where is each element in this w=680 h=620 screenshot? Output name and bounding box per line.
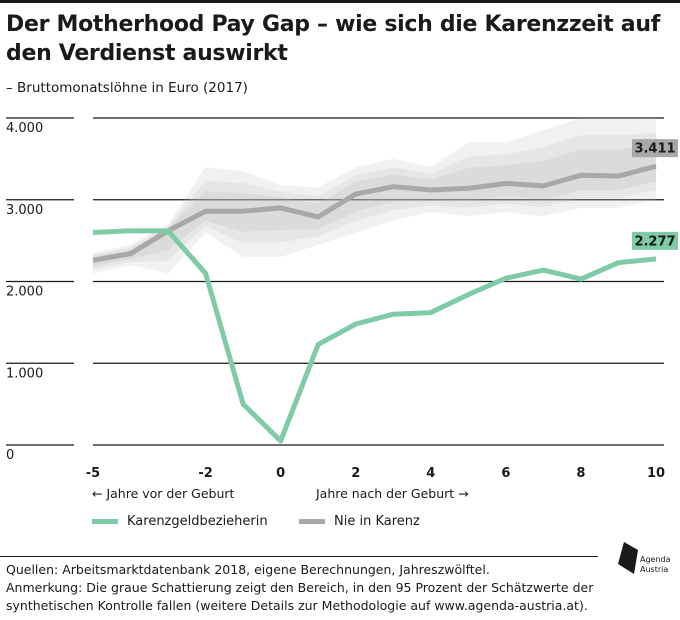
legend-label: Karenzgeldbezieherin <box>127 514 268 529</box>
x-tick-label: -2 <box>198 466 212 481</box>
line-karenzgeld <box>92 228 657 444</box>
legend-swatch-grey <box>299 519 325 524</box>
chart-title: Der Motherhood Pay Gap – wie sich die Ka… <box>6 12 660 66</box>
end-label-value: 2.277 <box>634 234 675 249</box>
legend-label: Nie in Karenz <box>334 514 420 529</box>
y-tick-label: 4.000 <box>6 121 43 136</box>
end-label-box <box>632 139 678 158</box>
y-tick-label: 3.000 <box>6 203 43 218</box>
x-tick-label: 8 <box>576 466 585 481</box>
top-rule <box>0 0 680 3</box>
legend-item-karenzgeld: Karenzgeldbezieherin <box>92 514 268 529</box>
confidence-band <box>93 144 656 267</box>
y-tick-label: 2.000 <box>6 285 43 300</box>
x-tick-label: 6 <box>501 466 510 481</box>
agenda-austria-logo: Agenda Austria <box>618 542 671 574</box>
x-tick-label: 2 <box>351 466 360 481</box>
logo-text-1: Agenda <box>640 555 671 564</box>
legend-item-nie-in-karenz: Nie in Karenz <box>299 514 420 529</box>
x-note-before-birth: ← Jahre vor der Geburt <box>92 486 235 501</box>
source-note: Quellen: Arbeitsmarktdatenbank 2018, eig… <box>6 561 606 615</box>
footer-rule <box>0 556 598 557</box>
source-line: Quellen: Arbeitsmarktdatenbank 2018, eig… <box>6 562 490 577</box>
confidence-band <box>93 132 656 270</box>
end-label-value: 3.411 <box>634 142 675 157</box>
x-note-after-birth: Jahre nach der Geburt → <box>315 486 469 501</box>
note-line: synthetischen Kontrolle fallen (weitere … <box>6 598 588 613</box>
line-nie-in-karenz <box>92 163 657 263</box>
logo-text-2: Austria <box>640 565 668 574</box>
chart-area: 4.000 3.000 2.000 1.000 0 2.277 3.411 -5 -2 0 2 4… <box>6 117 678 501</box>
x-tick-label: 10 <box>647 466 665 481</box>
confidence-band <box>93 118 656 274</box>
y-tick-label: 1.000 <box>6 366 43 381</box>
legend-swatch-green <box>92 519 118 524</box>
end-label-box <box>632 231 678 250</box>
y-tick-label: 0 <box>6 448 14 463</box>
x-tick-label: -5 <box>86 466 100 481</box>
x-tick-label: 0 <box>276 466 285 481</box>
note-line: Anmerkung: Die graue Schattierung zeigt … <box>6 580 594 595</box>
x-tick-label: 4 <box>426 466 435 481</box>
chart-subtitle: – Bruttomonatslöhne in Euro (2017) <box>6 80 248 96</box>
